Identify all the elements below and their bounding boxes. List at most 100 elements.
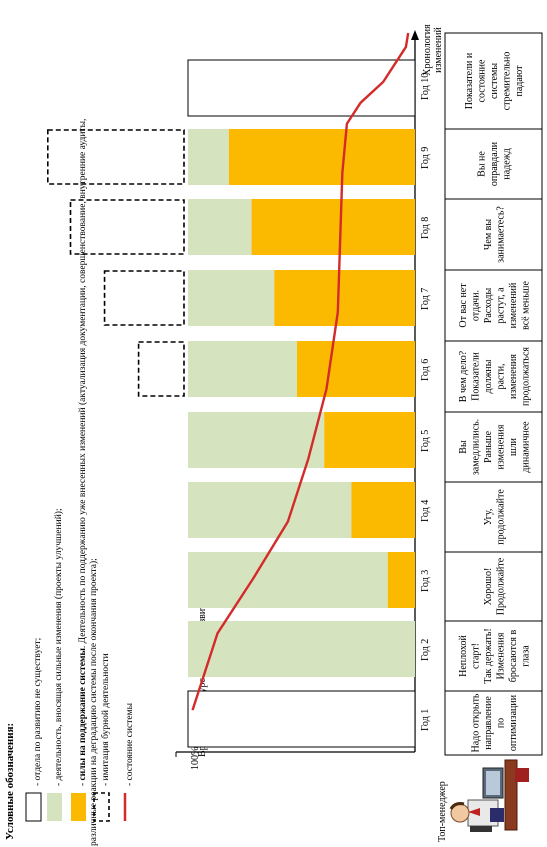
manager-comment-line: Чем вы: [483, 219, 494, 250]
manager-comment-line: Показатели и: [464, 52, 475, 109]
legend-swatch-orange: [71, 793, 86, 821]
xtick-label: Год 4: [420, 500, 431, 522]
xtick-label: Год 3: [420, 570, 431, 592]
bar-imitation-dashed: [103, 270, 185, 326]
manager-comment-line: занимаетесь?: [495, 206, 506, 263]
legend-swatch-empty: [25, 792, 42, 822]
manager-comment-line: оправдали: [489, 141, 500, 186]
manager-comment-line: шли: [508, 437, 519, 456]
manager-comment-line: замедлились.: [470, 419, 481, 475]
bar-segment-orange: [324, 412, 415, 468]
legend-item-text-continued: различные реакции на деградацию системы …: [88, 558, 99, 846]
xlabel-line2: изменений: [433, 26, 444, 72]
manager-comment-line: падают: [514, 65, 525, 97]
manager-comment-line: продолжаться: [520, 347, 531, 406]
manager-comment-line: системы: [489, 63, 500, 99]
system-state-line: [191, 32, 410, 711]
manager-comment-line: изменения: [495, 424, 506, 469]
legend-item-text: - силы на поддержание системы. Деятельно…: [77, 119, 88, 786]
manager-comment-line: Неплохой: [458, 634, 469, 676]
legend-text-part: - деятельность, вносящая сильные изменен…: [53, 508, 64, 786]
manager-comment-line: Так держать!: [483, 628, 494, 684]
manager-comments-row: Надо открыть направление по оптимизации Непл…: [437, 32, 543, 842]
monitor-screen: [486, 771, 500, 795]
xtick-label: Год 2: [420, 639, 431, 661]
legend-item: - силы на поддержание системы. Деятельно…: [71, 119, 99, 846]
manager-comment-line: изменений: [508, 282, 519, 328]
xtick-label: Год 7: [420, 288, 431, 310]
xtick-label: Год 9: [420, 147, 431, 169]
xtick-label: Год 1: [420, 709, 431, 731]
manager-comment-line: Вы: [458, 440, 469, 454]
legend: Условные обозначения: - отдела по развити…: [4, 119, 135, 846]
manager-comment-line: направление: [483, 696, 494, 750]
bar-segment-orange: [351, 482, 415, 538]
legend-title: Условные обозначения:: [4, 723, 16, 840]
xlabel-line1: Хронология: [422, 24, 433, 76]
legend-item-text: - состояние системы: [125, 702, 135, 786]
legend-item: - отдела по развитию не существует;: [25, 638, 43, 822]
manager-comment-line: В чем дело?: [458, 350, 469, 402]
manager-comment-line: бросаются в: [508, 630, 519, 683]
legend-item: - состояние системы: [123, 702, 135, 821]
manager-comment-line: Хорошо!: [483, 568, 494, 606]
bar-imitation-dashed: [46, 129, 185, 185]
legend-item: - деятельность, вносящая сильные изменен…: [47, 508, 64, 821]
manager-comment-line: Вы не: [477, 151, 488, 177]
manager-comment-line: надежд: [502, 148, 513, 179]
bar-imitation-dashed: [69, 199, 185, 255]
manager-comment-line: расти,: [495, 363, 506, 389]
legend-item: - имитация бурной деятельности: [93, 653, 111, 822]
time-axis-arrow: [411, 30, 419, 40]
bar-segment-green: [188, 621, 415, 677]
manager-comment-line: отдачи.: [470, 290, 481, 321]
manager-comment-line: Раньше: [483, 430, 494, 463]
manager-comment-line: всё меньше: [520, 281, 531, 330]
bar-segment-green: [188, 270, 275, 326]
desk-item: [515, 768, 529, 782]
legend-text-rest: . Деятельность по поддержанию уже внесен…: [77, 119, 88, 648]
legend-item-text: - отдела по развитию не существует;: [33, 638, 43, 786]
person-label: Топ-менеджер: [437, 781, 448, 842]
bar-empty: [187, 690, 416, 748]
manager-comment-line: Угу,: [483, 509, 494, 526]
legend-text-part: - имитация бурной деятельности: [100, 653, 111, 786]
bar-segment-green: [188, 482, 352, 538]
desk-shape: [504, 759, 518, 831]
manager-comment-line: Продолжайте: [495, 557, 506, 615]
bar-segment-green: [188, 552, 388, 608]
manager-comment-line: стремительно: [502, 52, 513, 111]
person-hair: [449, 802, 465, 810]
chart-area: 100%Временной ресурс отдела по развитиюХ…: [46, 24, 444, 770]
comments-table-border: [444, 32, 543, 756]
manager-comment-line: динамичнее: [520, 421, 531, 473]
manager-comment-line: оптимизации: [508, 694, 519, 751]
bar-empty: [187, 59, 416, 117]
bar-segment-green: [188, 199, 252, 255]
legend-item-text: - деятельность, вносящая сильные изменен…: [53, 508, 64, 786]
bar-segment-green: [188, 129, 229, 185]
bar-imitation-dashed: [137, 341, 185, 397]
legend-item-text: - имитация бурной деятельности: [100, 653, 111, 786]
bar-segment-orange: [228, 129, 415, 185]
legend-text-part: - отдела по развитию не существует;: [33, 638, 43, 786]
manager-comment-line: От вас нет: [458, 283, 469, 328]
xtick-label: Год 5: [420, 430, 431, 452]
legend-text-bold: силы на поддержание системы: [78, 648, 88, 781]
person-shoes: [470, 826, 492, 832]
legend-text-part: -: [78, 780, 88, 786]
bar-segment-green: [188, 341, 297, 397]
manager-comment-line: должны: [483, 359, 494, 393]
xtick-label: Год 6: [420, 359, 431, 381]
legend-text-part: - состояние системы: [125, 702, 135, 786]
bar-segment-orange: [274, 270, 415, 326]
xtick-label: Год 10: [420, 73, 431, 100]
legend-swatch-green: [47, 793, 62, 821]
manager-comment-line: Показатели: [470, 352, 481, 401]
manager-comment-line: Расходы: [483, 288, 494, 324]
manager-comment-line: состояние: [477, 59, 488, 102]
manager-comment-line: Изменения: [495, 632, 506, 679]
bar-segment-green: [188, 412, 325, 468]
person-tie: [468, 808, 480, 816]
